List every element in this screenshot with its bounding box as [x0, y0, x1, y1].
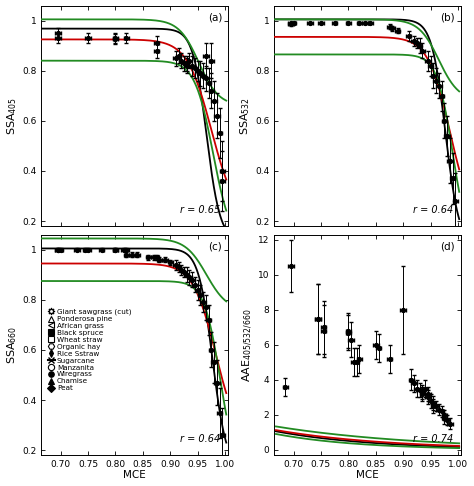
Text: (c): (c): [209, 241, 222, 251]
Y-axis label: SSA$_{405}$: SSA$_{405}$: [6, 97, 19, 135]
Y-axis label: SSA$_{532}$: SSA$_{532}$: [238, 97, 252, 135]
X-axis label: MCE: MCE: [123, 470, 146, 481]
Text: r = 0.64: r = 0.64: [413, 205, 453, 215]
Y-axis label: SSA$_{660}$: SSA$_{660}$: [6, 326, 19, 364]
Text: r = 0.74: r = 0.74: [413, 434, 453, 444]
Text: (a): (a): [208, 12, 222, 22]
Legend: Giant sawgrass (cut), Ponderosa pine, African grass, Black spruce, Wheat straw, : Giant sawgrass (cut), Ponderosa pine, Af…: [47, 308, 132, 392]
Text: (d): (d): [441, 241, 455, 251]
Text: r = 0.65: r = 0.65: [180, 205, 220, 215]
Y-axis label: AAE$_{405/532/660}$: AAE$_{405/532/660}$: [241, 308, 255, 382]
Text: r = 0.64: r = 0.64: [180, 434, 220, 444]
Text: (b): (b): [441, 12, 455, 22]
X-axis label: MCE: MCE: [356, 470, 379, 481]
